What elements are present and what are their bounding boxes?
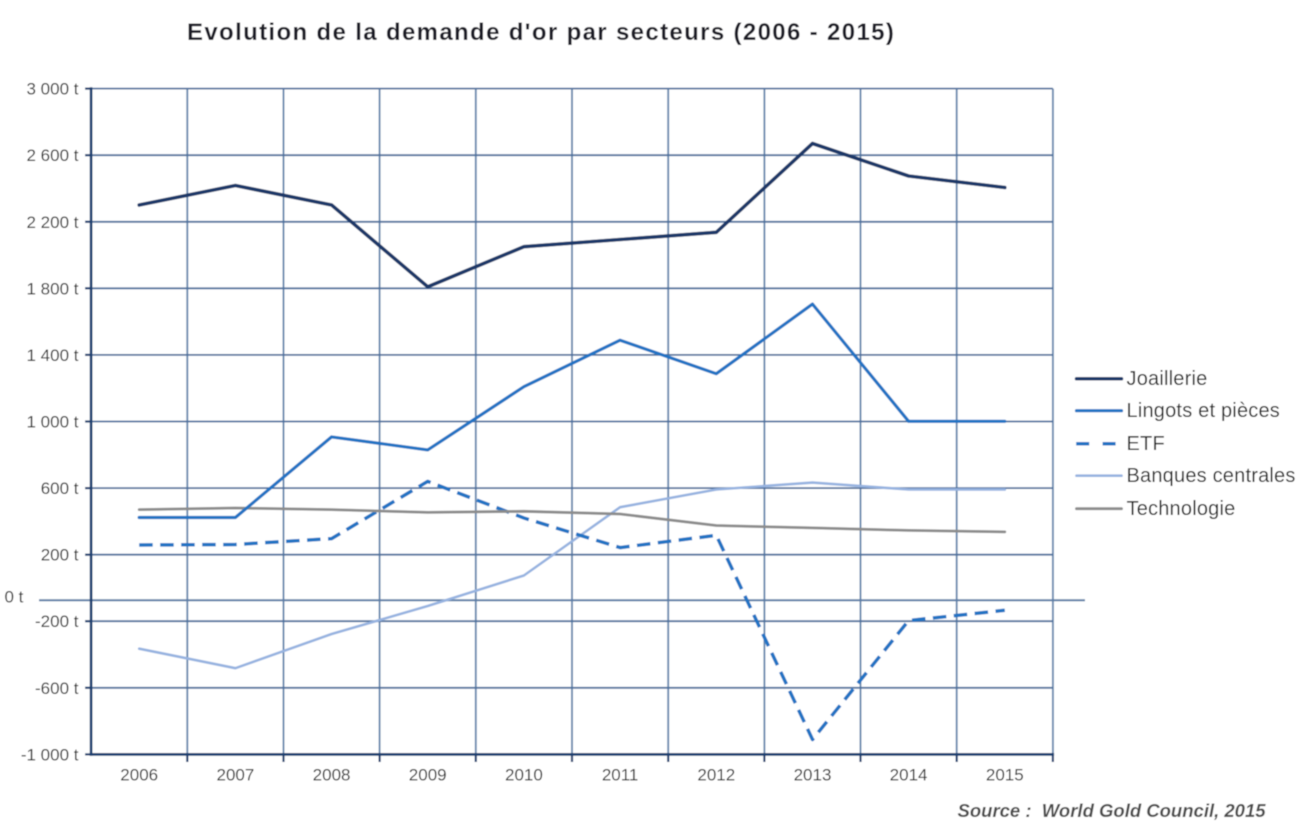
svg-text:2006: 2006 — [120, 766, 158, 785]
svg-text:2010: 2010 — [505, 766, 543, 785]
svg-text:1 800 t: 1 800 t — [27, 279, 79, 298]
svg-text:3 000 t: 3 000 t — [27, 80, 79, 99]
svg-text:Banques centrales: Banques centrales — [1127, 465, 1296, 487]
svg-text:600 t: 600 t — [41, 479, 79, 498]
svg-text:-600 t: -600 t — [35, 679, 79, 698]
svg-text:ETF: ETF — [1127, 433, 1165, 455]
svg-text:2012: 2012 — [697, 766, 735, 785]
svg-text:0 t: 0 t — [5, 588, 24, 607]
svg-text:2015: 2015 — [986, 766, 1024, 785]
svg-text:2008: 2008 — [313, 766, 351, 785]
svg-text:2014: 2014 — [890, 766, 928, 785]
svg-text:1 400 t: 1 400 t — [27, 346, 79, 365]
svg-text:2 200 t: 2 200 t — [27, 213, 79, 232]
svg-text:2007: 2007 — [216, 766, 254, 785]
svg-text:-200 t: -200 t — [35, 612, 79, 631]
svg-text:200 t: 200 t — [41, 546, 79, 565]
svg-text:1 000 t: 1 000 t — [27, 413, 79, 432]
svg-text:-1 000 t: -1 000 t — [21, 745, 79, 764]
svg-text:Lingots et pièces: Lingots et pièces — [1127, 400, 1281, 422]
svg-text:Source : World Gold Council,: Source : World Gold Council, 2015 — [958, 800, 1267, 821]
svg-text:Technologie: Technologie — [1127, 498, 1236, 520]
svg-text:2011: 2011 — [602, 766, 639, 785]
svg-text:Evolution de la demande d'or p: Evolution de la demande d'or par secteur… — [187, 19, 895, 46]
svg-text:2009: 2009 — [409, 766, 447, 785]
svg-text:2 600 t: 2 600 t — [27, 146, 79, 165]
svg-text:2013: 2013 — [794, 766, 832, 785]
svg-text:Joaillerie: Joaillerie — [1127, 368, 1208, 390]
